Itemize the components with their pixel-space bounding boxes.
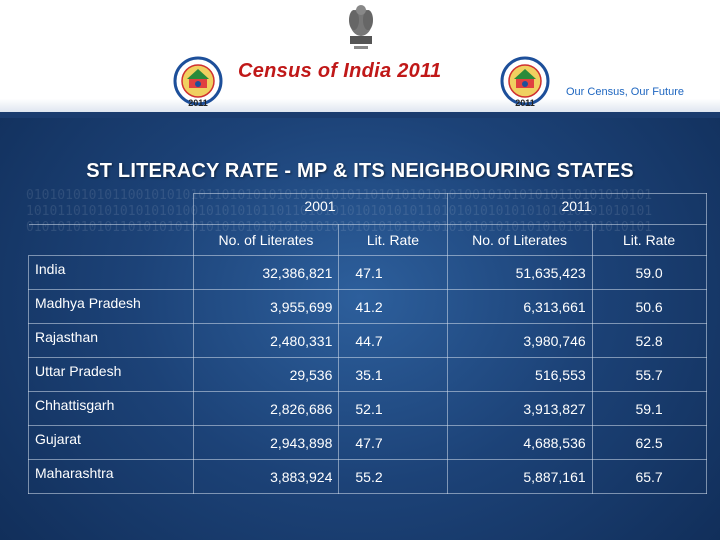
literates-2011-cell: 51,635,423 <box>446 255 593 290</box>
column-header: Lit. Rate <box>591 224 707 256</box>
table-row: Madhya Pradesh 3,955,699 41.2 6,313,661 … <box>28 289 707 324</box>
table-row: Gujarat 2,943,898 47.7 4,688,536 62.5 <box>28 425 707 460</box>
literates-2011-cell: 6,313,661 <box>446 289 593 324</box>
rate-2011-cell: 62.5 <box>591 425 707 460</box>
rate-2001-cell: 47.7 <box>338 425 448 460</box>
census-logo-icon <box>500 56 550 106</box>
national-emblem-icon <box>349 5 373 49</box>
rate-2011-cell: 65.7 <box>591 459 707 494</box>
rate-2001-cell: 44.7 <box>338 323 448 358</box>
state-name-cell: Gujarat <box>28 425 194 460</box>
slide-title: ST LITERACY RATE - MP & ITS NEIGHBOURING… <box>86 160 634 182</box>
literates-2011-cell: 516,553 <box>446 357 593 392</box>
logo-year-label: 2011 <box>188 98 208 108</box>
rate-2001-cell: 55.2 <box>338 459 448 494</box>
rate-2001-cell: 35.1 <box>338 357 448 392</box>
literates-2011-cell: 4,688,536 <box>446 425 593 460</box>
literacy-table: 2001 2011 No. of Literates Lit. Rate No.… <box>28 193 707 494</box>
rate-2001-cell: 41.2 <box>338 289 448 324</box>
literates-2011-cell: 3,980,746 <box>446 323 593 358</box>
table-year-header-row: 2001 2011 <box>28 193 707 225</box>
logo-year-label: 2011 <box>515 98 535 108</box>
column-header: No. of Literates <box>446 224 593 256</box>
table-column-header-row: No. of Literates Lit. Rate No. of Litera… <box>28 224 707 256</box>
state-name-cell: Rajasthan <box>28 323 194 358</box>
table-corner-cell <box>28 224 194 256</box>
table-row: Rajasthan 2,480,331 44.7 3,980,746 52.8 <box>28 323 707 358</box>
state-name-cell: Chhattisgarh <box>28 391 194 426</box>
rate-2001-cell: 47.1 <box>338 255 448 290</box>
year-header: 2001 <box>192 193 448 225</box>
column-header: No. of Literates <box>192 224 340 256</box>
table-row: India 32,386,821 47.1 51,635,423 59.0 <box>28 255 707 290</box>
literates-2011-cell: 3,913,827 <box>446 391 593 426</box>
literates-2001-cell: 2,480,331 <box>192 323 340 358</box>
literates-2001-cell: 29,536 <box>192 357 340 392</box>
header-divider <box>0 112 720 118</box>
literates-2001-cell: 3,955,699 <box>192 289 340 324</box>
page-title: Census of India 2011 <box>238 60 442 82</box>
state-name-cell: Maharashtra <box>28 459 194 494</box>
literates-2011-cell: 5,887,161 <box>446 459 593 494</box>
rate-2011-cell: 55.7 <box>591 357 707 392</box>
rate-2011-cell: 59.0 <box>591 255 707 290</box>
table-row: Chhattisgarh 2,826,686 52.1 3,913,827 59… <box>28 391 707 426</box>
table-row: Maharashtra 3,883,924 55.2 5,887,161 65.… <box>28 459 707 494</box>
column-header: Lit. Rate <box>338 224 448 256</box>
state-name-cell: Uttar Pradesh <box>28 357 194 392</box>
rate-2001-cell: 52.1 <box>338 391 448 426</box>
literates-2001-cell: 2,826,686 <box>192 391 340 426</box>
rate-2011-cell: 50.6 <box>591 289 707 324</box>
literates-2001-cell: 2,943,898 <box>192 425 340 460</box>
census-logo-icon <box>173 56 223 106</box>
rate-2011-cell: 59.1 <box>591 391 707 426</box>
header-banner: 2011 Census of India 2011 2011 Our Censu… <box>0 0 720 112</box>
tagline: Our Census, Our Future <box>566 86 684 98</box>
literates-2001-cell: 3,883,924 <box>192 459 340 494</box>
state-name-cell: Madhya Pradesh <box>28 289 194 324</box>
literates-2001-cell: 32,386,821 <box>192 255 340 290</box>
state-name-cell: India <box>28 255 194 290</box>
table-row: Uttar Pradesh 29,536 35.1 516,553 55.7 <box>28 357 707 392</box>
rate-2011-cell: 52.8 <box>591 323 707 358</box>
table-corner-cell <box>28 193 194 225</box>
year-header: 2011 <box>446 193 707 225</box>
